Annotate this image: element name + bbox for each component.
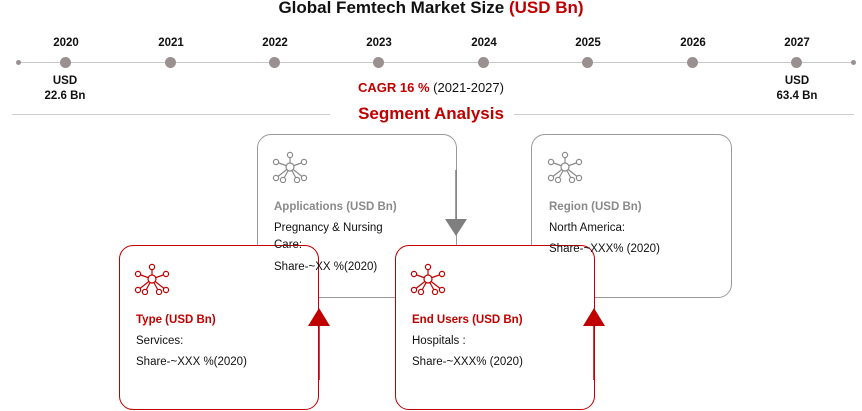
applications-title: Applications (USD Bn) [274, 201, 397, 213]
timeline-dot [269, 57, 280, 68]
page-title: Global Femtech Market Size (USD Bn) [0, 0, 862, 18]
year-label: 2021 [158, 37, 184, 49]
title-main: Global Femtech Market Size [278, 0, 509, 17]
timeline-dot [165, 57, 176, 68]
segment-divider-right [514, 114, 854, 115]
end-users-item: Hospitals : [412, 335, 466, 347]
gray-arrow-head [445, 219, 467, 236]
red-arrow-head-left [308, 308, 330, 326]
region-item: North America: [549, 222, 626, 234]
title-unit: (USD Bn) [508, 0, 584, 17]
year-label: 2023 [366, 37, 392, 49]
start-value-unit: USD [52, 75, 78, 87]
region-title: Region (USD Bn) [549, 201, 642, 213]
segment-title: Segment Analysis [358, 104, 504, 123]
year-label: 2020 [53, 37, 79, 49]
type-item: Services: [136, 335, 184, 347]
applications-share: Share-~XX %(2020) [274, 261, 378, 273]
applications-content: Applications (USD Bn) Pregnancy & Nursin… [274, 199, 409, 276]
start-value: USD 22.6 Bn [30, 74, 100, 104]
type-content: Type (USD Bn) Services: Share-~XXX %(202… [136, 312, 306, 371]
timeline-start-cap [16, 60, 21, 65]
network-icon [134, 263, 170, 295]
cagr-text: CAGR 16 % (2021-2027) [0, 80, 862, 95]
year-label: 2022 [262, 37, 288, 49]
year-label: 2024 [471, 37, 497, 49]
network-icon [410, 263, 446, 295]
end-users-title: End Users (USD Bn) [412, 314, 523, 326]
timeline-line [18, 62, 854, 63]
applications-item: Pregnancy & Nursing Care: [274, 222, 383, 251]
start-value-amount: 22.6 Bn [44, 90, 86, 102]
timeline-dot [60, 57, 71, 68]
type-title: Type (USD Bn) [136, 314, 216, 326]
timeline-end-cap [851, 60, 856, 65]
end-value: USD 63.4 Bn [762, 74, 832, 104]
end-value-amount: 63.4 Bn [776, 90, 818, 102]
year-label: 2025 [575, 37, 601, 49]
timeline-dot [373, 57, 384, 68]
region-share: Share-~XXX% (2020) [549, 243, 660, 255]
region-content: Region (USD Bn) North America: Share-~XX… [549, 199, 719, 258]
network-icon [547, 151, 583, 183]
cagr-period: (2021-2027) [429, 80, 504, 95]
type-share: Share-~XXX %(2020) [136, 356, 247, 368]
end-value-unit: USD [784, 75, 810, 87]
network-icon [272, 151, 308, 183]
timeline-dot [478, 57, 489, 68]
end-users-content: End Users (USD Bn) Hospitals : Share-~XX… [412, 312, 582, 371]
year-label: 2026 [680, 37, 706, 49]
timeline-dot [687, 57, 698, 68]
cagr-label: CAGR 16 % [358, 80, 430, 95]
year-label: 2027 [784, 37, 810, 49]
timeline-dot [582, 57, 593, 68]
segment-divider-left [12, 114, 330, 115]
end-users-share: Share-~XXX% (2020) [412, 356, 523, 368]
red-arrow-head-right [583, 308, 605, 326]
timeline-dot [791, 57, 802, 68]
